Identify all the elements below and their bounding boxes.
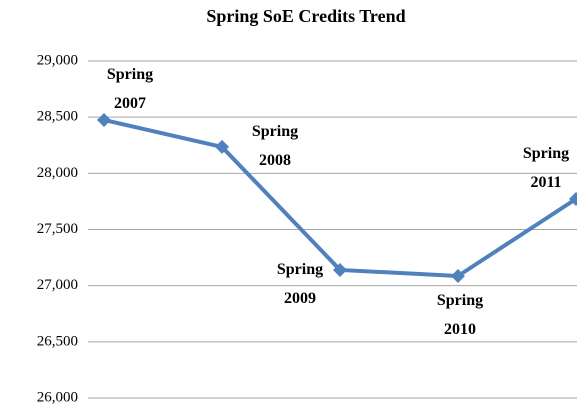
- marker: [451, 269, 465, 284]
- y-tick-label: 29,000: [37, 52, 78, 68]
- y-tick-label: 28,500: [37, 109, 78, 125]
- marker: [215, 139, 229, 154]
- chart-title: Spring SoE Credits Trend: [206, 6, 405, 26]
- data-label: Spring 2009: [276, 260, 324, 307]
- line: [103, 118, 577, 279]
- data-label: Spring 2010: [436, 292, 484, 338]
- marker: [333, 262, 347, 277]
- y-tick-label: 26,500: [37, 333, 78, 349]
- y-tick-label: 28,000: [37, 165, 78, 181]
- marker: [569, 191, 577, 206]
- data-label: Spring 2008: [251, 122, 299, 169]
- y-tick-label: 27,000: [37, 277, 78, 293]
- y-tick-label: 27,500: [37, 221, 78, 237]
- data-label: Spring 2011: [522, 144, 570, 191]
- marker: [97, 112, 111, 127]
- y-tick-label: 26,000: [37, 389, 78, 404]
- data-label: Spring 2007: [106, 65, 154, 112]
